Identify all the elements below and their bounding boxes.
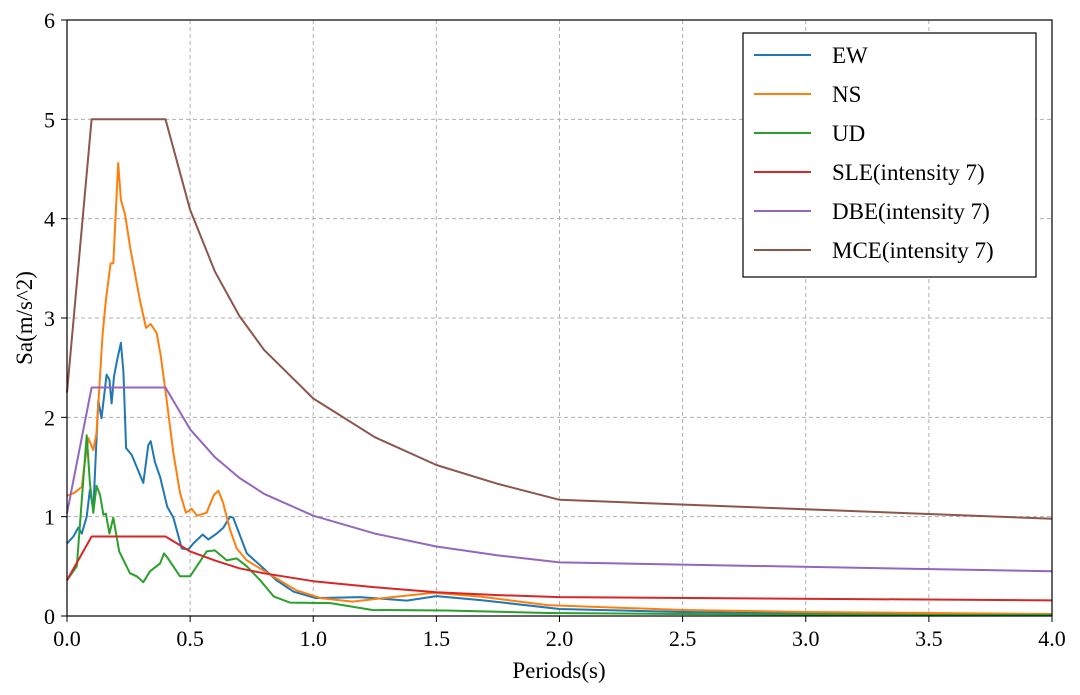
series-line-sle-intensity-7: [66, 535, 1053, 602]
x-tick-label: 2.0: [546, 626, 574, 651]
legend-label-sle-intensity-7: SLE(intensity 7): [832, 160, 985, 185]
series-line-ud: [66, 434, 1052, 616]
y-tick-label: 6: [44, 8, 55, 33]
x-tick-label: 4.0: [1038, 626, 1066, 651]
x-tick-label: 0.0: [53, 626, 81, 651]
series-line-mce-intensity-7: [66, 118, 1053, 520]
series-line-dbe-intensity-7: [66, 386, 1053, 573]
x-tick-label: 3.5: [915, 626, 943, 651]
y-tick-label: 5: [44, 107, 55, 132]
legend-label-dbe-intensity-7: DBE(intensity 7): [832, 199, 990, 224]
x-axis-ticks: 0.0 0.5 1.0 1.5 2.0 2.5 3.0 3.5 4.0: [53, 616, 1066, 651]
legend-label-mce-intensity-7: MCE(intensity 7): [832, 238, 994, 263]
y-axis-label: Sa(m/s^2): [12, 271, 37, 365]
y-axis-ticks: 0 1 2 3 4 5 6: [44, 8, 67, 629]
x-tick-label: 0.5: [176, 626, 204, 651]
y-tick-label: 3: [44, 306, 55, 331]
x-tick-label: 3.0: [792, 626, 820, 651]
series-line-ns: [66, 162, 1053, 615]
x-axis-label: Periods(s): [512, 658, 605, 683]
series-line-ew: [66, 341, 1053, 616]
x-tick-label: 1.5: [423, 626, 451, 651]
y-tick-label: 4: [44, 207, 55, 232]
legend: EW NS UD SLE(intensity 7) DBE(intensity 7) MC…: [742, 32, 1037, 278]
legend-label-ew: EW: [832, 43, 868, 68]
y-tick-label: 0: [44, 604, 55, 629]
x-tick-label: 1.0: [300, 626, 328, 651]
series-lines: [66, 118, 1053, 616]
legend-label-ud: UD: [832, 121, 865, 146]
x-tick-label: 2.5: [669, 626, 697, 651]
legend-label-ns: NS: [832, 82, 861, 107]
legend-box: [742, 32, 1037, 278]
y-tick-label: 1: [44, 505, 55, 530]
y-tick-label: 2: [44, 405, 55, 430]
